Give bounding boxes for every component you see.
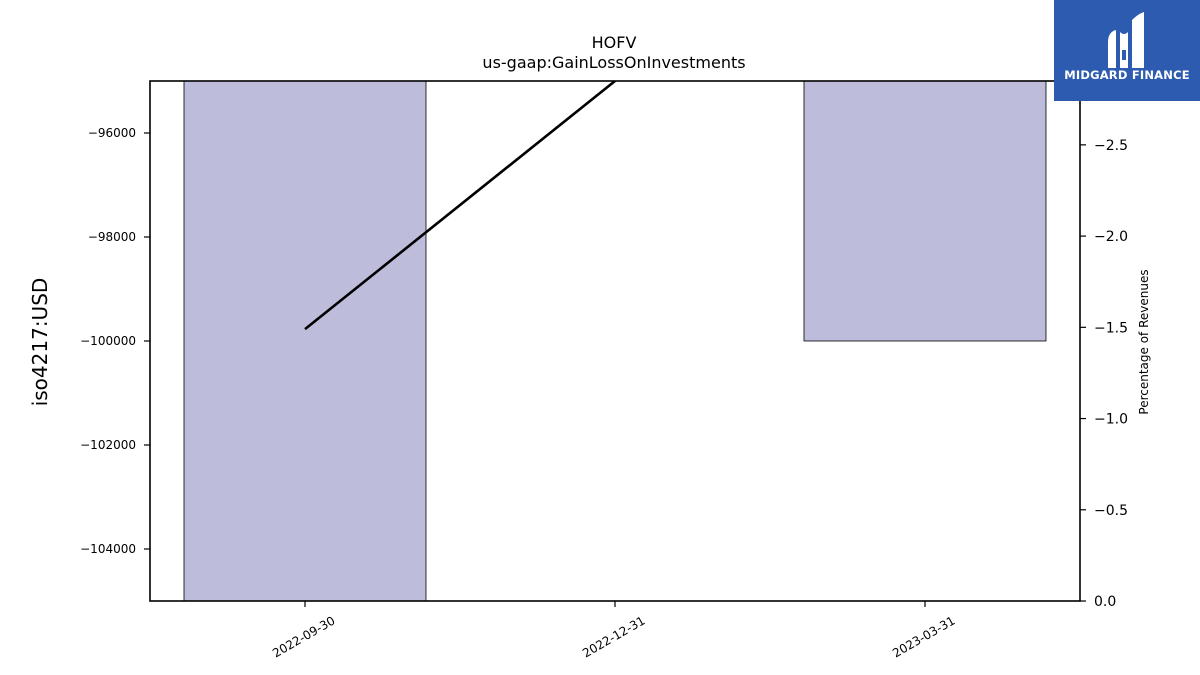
y-axis-label: iso4217:USD: [28, 278, 52, 407]
x-tick-label: 2022-09-30: [270, 613, 337, 660]
bar-layer: [183, 80, 1047, 602]
y-tick-label: −104000: [80, 542, 136, 556]
y-tick-label: −102000: [80, 438, 136, 452]
bar-2022-09-30: [183, 80, 427, 602]
y2-tick-label: −2.0: [1094, 229, 1128, 245]
chart-title: HOFV: [592, 33, 637, 52]
line-layer: [304, 81, 616, 331]
y-tick-label: −96000: [88, 126, 136, 140]
bar-2023-03-31: [803, 80, 1047, 342]
brand-logo: MIDGARD FINANCE: [1054, 0, 1200, 101]
y-axis-right: −2.5 −2.0 −1.5 −1.0 −0.5 0.0: [1080, 138, 1128, 610]
y-tick-label: −98000: [88, 230, 136, 244]
x-axis: 2022-09-30 2022-12-31 2023-03-31: [270, 601, 958, 660]
y2-tick-label: 0.0: [1094, 594, 1116, 610]
y2-axis-label: Percentage of Revenues: [1137, 269, 1151, 414]
y2-tick-label: −1.5: [1094, 320, 1128, 336]
y-tick-label: −100000: [80, 334, 136, 348]
brand-name: MIDGARD FINANCE: [1064, 68, 1190, 82]
y-axis-left: −96000 −98000 −100000 −102000 −104000: [80, 126, 150, 556]
x-tick-label: 2023-03-31: [890, 613, 957, 660]
y2-tick-label: −1.0: [1094, 412, 1128, 428]
midgard-logo-icon: [1108, 12, 1144, 68]
y2-tick-label: −0.5: [1094, 503, 1128, 519]
x-tick-label: 2022-12-31: [580, 613, 647, 660]
y2-tick-label: −2.5: [1094, 138, 1128, 154]
chart-subtitle: us-gaap:GainLossOnInvestments: [482, 53, 745, 72]
line-series: [304, 81, 616, 331]
